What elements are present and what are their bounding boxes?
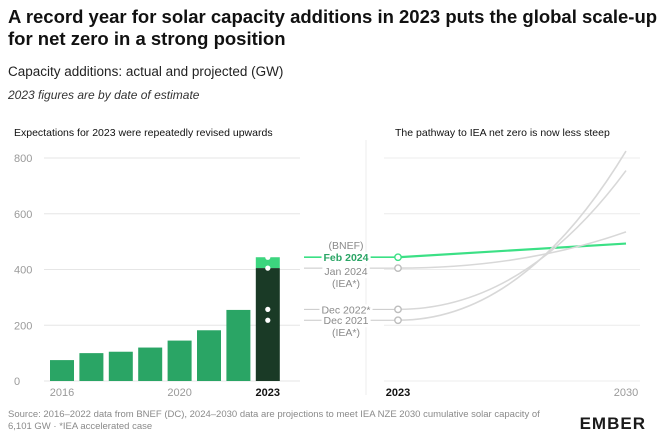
y-tick-label: 400 [14, 265, 32, 277]
bar-2023-base [255, 268, 280, 381]
x-tick-label: 2020 [167, 387, 191, 399]
estimate-label-dec-2021-bg [321, 315, 371, 328]
bar-2018 [108, 351, 133, 381]
estimate-sublabel-feb-2024: (BNEF) [329, 240, 364, 252]
ember-logo: EMBER [579, 414, 646, 433]
x-tick-label: 2016 [50, 387, 74, 399]
y-tick-label: 200 [14, 320, 32, 332]
estimate-marker [394, 316, 402, 325]
y-tick-label: 600 [14, 209, 32, 221]
estimate-sublabel-jan-2024-bg [329, 278, 363, 291]
series-line-feb-2024 [397, 242, 627, 259]
source-note: Source: 2016–2022 data from BNEF (DC), 2… [8, 409, 540, 432]
estimate-label-feb-2024-bg [321, 252, 371, 265]
x-tick-label-right: 2023 [386, 387, 410, 399]
estimate-dot-bar [265, 317, 271, 323]
left-panel-title: Expectations for 2023 were repeatedly re… [14, 127, 273, 139]
estimate-dot-bar [265, 265, 271, 271]
estimate-label-feb-2024: Feb 2024 [324, 252, 369, 264]
bar-2021 [197, 330, 221, 381]
x-tick-label-right: 2030 [614, 387, 638, 399]
chart-note: 2023 figures are by date of estimate [8, 88, 200, 102]
bar-2017 [79, 353, 104, 381]
estimate-marker [394, 305, 402, 314]
estimate-marker [394, 264, 402, 273]
series-line-dec-2021 [397, 150, 627, 322]
estimate-dot-bar [265, 306, 271, 312]
estimate-label-jan-2024: Jan 2024 [324, 266, 367, 278]
bar-2020 [167, 340, 192, 381]
bar-2016 [50, 360, 74, 381]
estimate-label-dec-2021: Dec 2021 [324, 315, 369, 327]
x-tick-label: 2023 [256, 387, 280, 399]
estimate-sublabel-jan-2024: (IEA*) [332, 278, 360, 290]
estimate-label-dec-2022-bg [319, 304, 373, 317]
estimate-dot-bar [265, 254, 271, 260]
right-panel-title: The pathway to IEA net zero is now less … [395, 127, 610, 139]
bar-2022 [226, 309, 251, 381]
chart-title: A record year for solar capacity additio… [8, 6, 658, 49]
estimate-label-jan-2024-bg [322, 266, 370, 279]
estimate-sublabel-feb-2024-bg [326, 240, 366, 253]
chart-subtitle: Capacity additions: actual and projected… [8, 64, 284, 79]
y-tick-label: 0 [14, 376, 20, 388]
bar-2019 [138, 347, 163, 381]
estimate-label-dec-2022: Dec 2022* [321, 304, 370, 316]
series-line-dec-2022- [397, 170, 627, 311]
bar-2023-top [255, 257, 280, 269]
y-tick-label: 800 [14, 153, 32, 165]
estimate-sublabel-dec-2021-bg [329, 327, 363, 340]
series-line-jan-2024 [397, 231, 627, 269]
estimate-marker [394, 253, 402, 262]
estimate-sublabel-dec-2021: (IEA*) [332, 327, 360, 339]
